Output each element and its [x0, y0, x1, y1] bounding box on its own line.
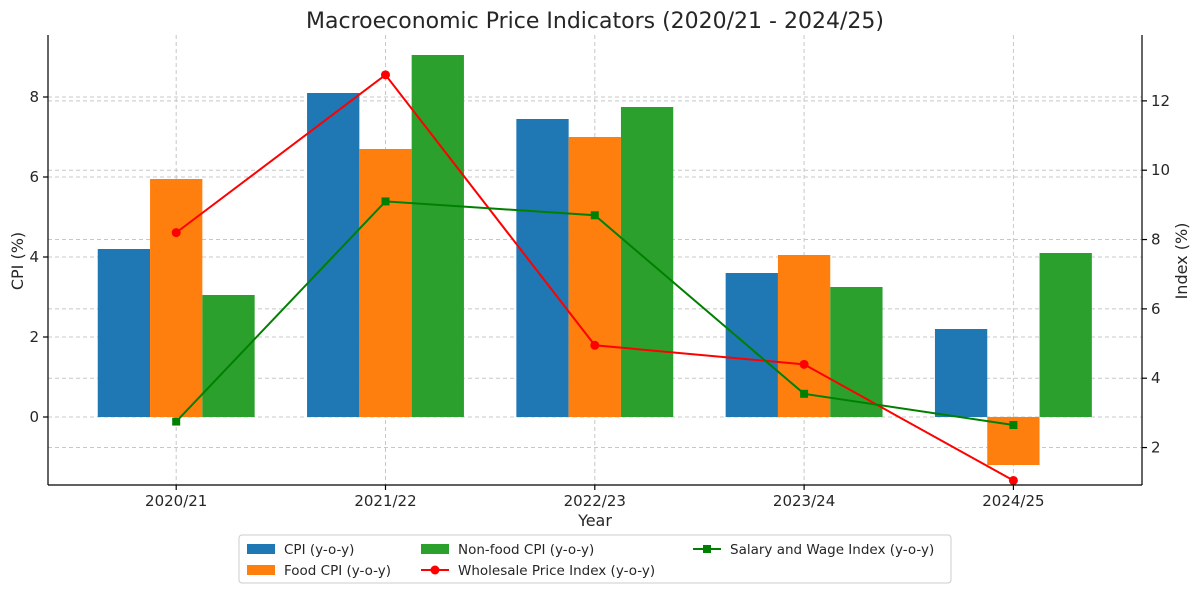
bar [568, 137, 621, 417]
y-left-tick-label: 4 [29, 248, 39, 266]
y-right-tick-label: 8 [1151, 231, 1161, 249]
bar [1039, 253, 1092, 417]
y-left-tick-label: 6 [29, 168, 39, 186]
bars [97, 55, 1092, 465]
x-tick-label: 2020/21 [145, 492, 207, 510]
x-tick-label: 2023/24 [773, 492, 835, 510]
line-series [171, 70, 1018, 485]
y-right-tick-label: 12 [1151, 92, 1170, 110]
data-point [590, 340, 600, 350]
x-tick-label: 2024/25 [982, 492, 1044, 510]
legend-item: Salary and Wage Index (y-o-y) [693, 542, 934, 558]
y-left-tick-label: 8 [29, 88, 39, 106]
bar [830, 287, 883, 417]
x-axis-label: Year [577, 511, 612, 530]
data-point [171, 228, 181, 238]
legend-item: CPI (y-o-y) [247, 542, 354, 558]
bar [620, 107, 674, 417]
bar [97, 249, 151, 417]
bar [725, 273, 778, 417]
x-tick-label: 2022/23 [564, 492, 626, 510]
y-right-tick-label: 2 [1151, 439, 1161, 457]
bar [411, 55, 464, 417]
y-left-tick-label: 0 [29, 408, 39, 426]
bar [150, 179, 203, 417]
legend-label: Wholesale Price Index (y-o-y) [458, 563, 655, 579]
y-right-tick-label: 4 [1151, 369, 1161, 387]
legend: CPI (y-o-y) Food CPI (y-o-y) Non-food CPI … [238, 534, 952, 584]
legend-box [238, 534, 952, 584]
legend-marker [430, 565, 440, 575]
bar [934, 329, 988, 417]
data-point [799, 359, 809, 369]
legend-item: Wholesale Price Index (y-o-y) [421, 563, 655, 579]
y-right-tick-label: 10 [1151, 161, 1170, 179]
y-right-tick-label: 6 [1151, 300, 1161, 318]
bar [202, 295, 255, 417]
legend-label: Non-food CPI (y-o-y) [458, 542, 594, 558]
data-point [590, 211, 599, 220]
y-left-tick-label: 2 [29, 328, 39, 346]
legend-label: Food CPI (y-o-y) [284, 563, 391, 579]
x-tick-label: 2021/22 [354, 492, 416, 510]
y-axis-left-label: CPI (%) [8, 232, 27, 290]
data-point [172, 417, 181, 426]
legend-marker [703, 545, 711, 553]
legend-label: Salary and Wage Index (y-o-y) [730, 542, 934, 558]
data-point [381, 70, 390, 80]
legend-item: Non-food CPI (y-o-y) [421, 542, 594, 558]
legend-item: Food CPI (y-o-y) [247, 563, 391, 579]
data-point [1008, 475, 1018, 485]
bar [516, 119, 569, 417]
data-point [381, 197, 390, 206]
legend-label: CPI (y-o-y) [284, 542, 354, 558]
legend-swatch [247, 565, 275, 575]
legend-swatch [247, 544, 275, 554]
bar [359, 149, 412, 417]
axes: 0 2 4 6 8 2 4 6 8 10 12 2020/21 2021/22 2022/23 2023/2… [29, 35, 1170, 510]
chart-title: Macroeconomic Price Indicators (2020/21 … [306, 9, 884, 34]
data-point [1009, 421, 1018, 430]
y-axis-right-label: Index (%) [1172, 223, 1191, 300]
data-point [800, 389, 809, 398]
legend-swatch [421, 544, 449, 554]
